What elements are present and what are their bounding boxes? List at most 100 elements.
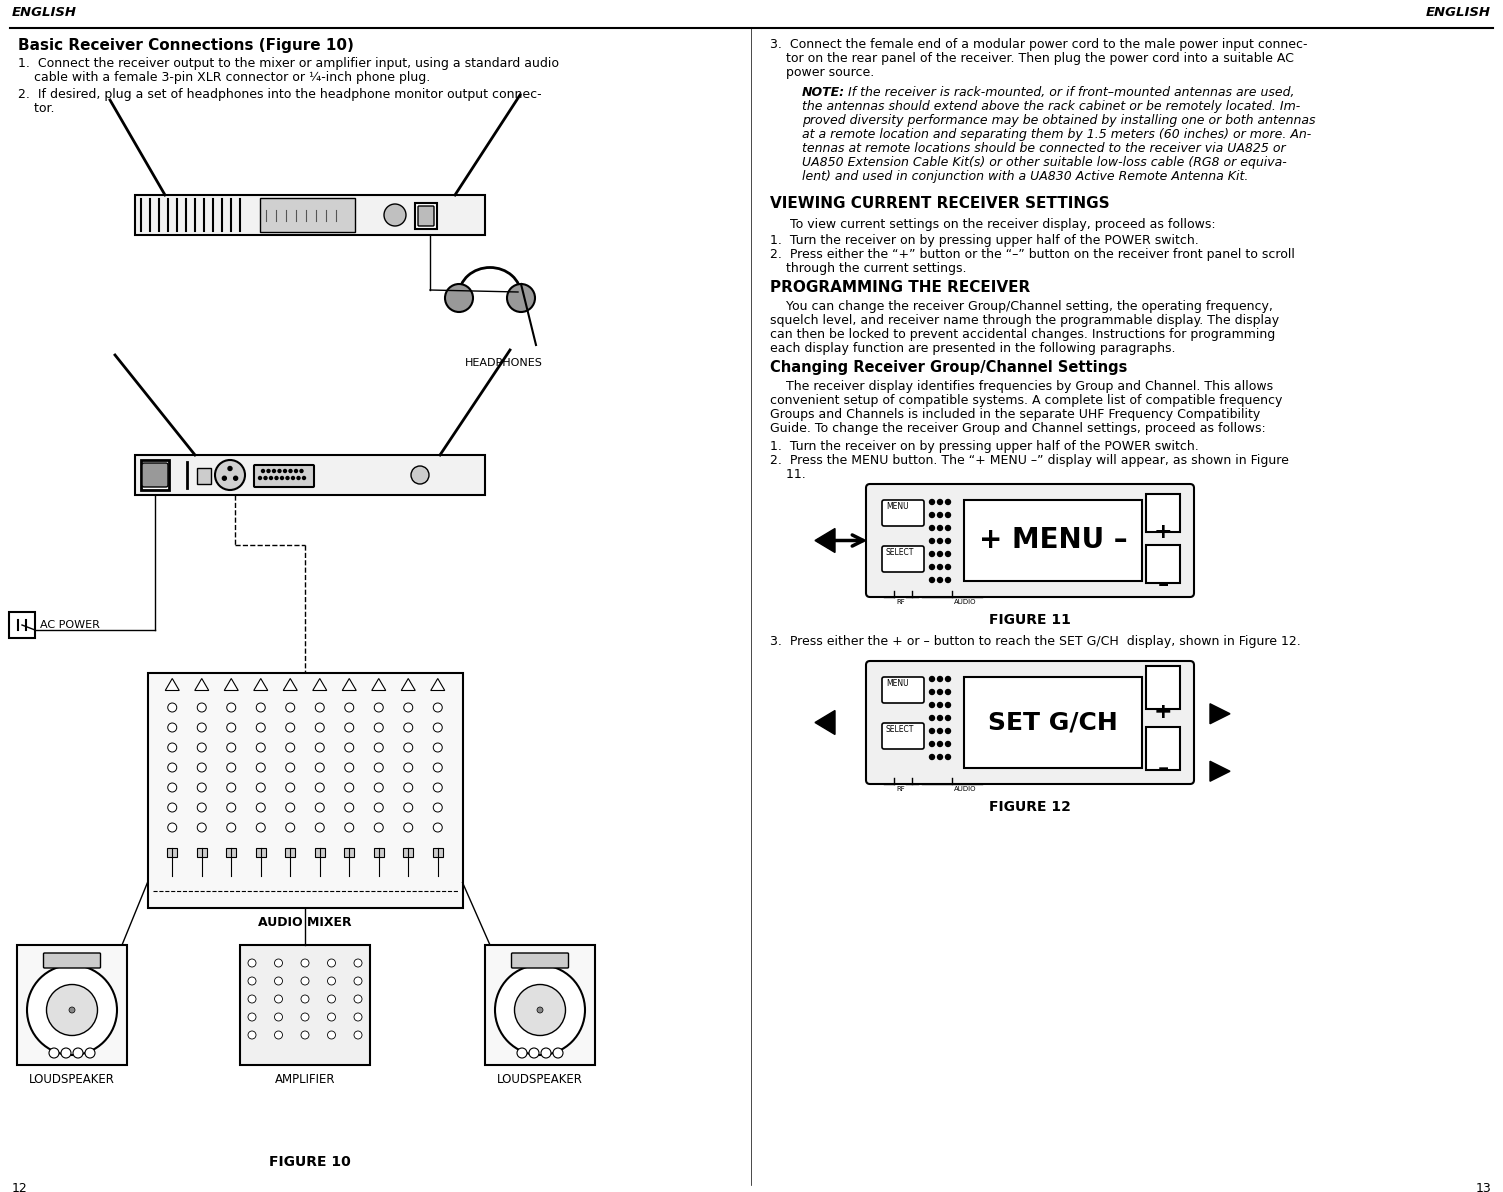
Circle shape [168, 803, 177, 812]
Circle shape [355, 960, 362, 967]
Circle shape [316, 763, 325, 772]
Polygon shape [165, 678, 179, 690]
FancyBboxPatch shape [511, 952, 568, 968]
Circle shape [404, 703, 413, 712]
Circle shape [275, 977, 283, 985]
Circle shape [945, 577, 950, 583]
Circle shape [286, 743, 295, 752]
Circle shape [938, 565, 942, 570]
Text: tor.: tor. [18, 103, 54, 114]
Circle shape [248, 977, 256, 985]
Circle shape [301, 995, 310, 1002]
Text: SELECT: SELECT [885, 548, 914, 557]
Text: –: – [1157, 759, 1169, 780]
Circle shape [344, 724, 353, 732]
Circle shape [316, 743, 325, 752]
FancyBboxPatch shape [141, 460, 168, 490]
Circle shape [256, 703, 265, 712]
Text: cable with a female 3-pin XLR connector or ¼-inch phone plug.: cable with a female 3-pin XLR connector … [18, 72, 430, 83]
Circle shape [227, 803, 236, 812]
FancyBboxPatch shape [963, 499, 1142, 581]
Circle shape [929, 741, 935, 746]
Circle shape [344, 703, 353, 712]
Text: RF: RF [896, 786, 905, 791]
FancyBboxPatch shape [963, 677, 1142, 768]
Circle shape [355, 995, 362, 1002]
Text: If the receiver is rack-mounted, or if front–mounted antennas are used,: If the receiver is rack-mounted, or if f… [845, 86, 1294, 99]
Circle shape [301, 960, 310, 967]
Text: Changing Receiver Group/Channel Settings: Changing Receiver Group/Channel Settings [770, 360, 1127, 375]
FancyBboxPatch shape [44, 952, 101, 968]
Circle shape [374, 724, 383, 732]
Circle shape [228, 466, 231, 471]
Circle shape [945, 552, 950, 557]
Circle shape [286, 724, 295, 732]
Circle shape [301, 977, 310, 985]
FancyBboxPatch shape [167, 848, 177, 857]
Polygon shape [815, 528, 836, 553]
Circle shape [256, 743, 265, 752]
FancyBboxPatch shape [17, 945, 126, 1064]
FancyBboxPatch shape [485, 945, 595, 1064]
Text: Guide. To change the receiver Group and Channel settings, proceed as follows:: Guide. To change the receiver Group and … [770, 422, 1266, 435]
Circle shape [316, 703, 325, 712]
Circle shape [529, 1048, 540, 1058]
Polygon shape [371, 678, 386, 690]
Circle shape [256, 783, 265, 791]
Circle shape [281, 477, 284, 479]
Circle shape [945, 689, 950, 695]
Circle shape [938, 689, 942, 695]
Circle shape [328, 960, 335, 967]
Text: 1.  Turn the receiver on by pressing upper half of the POWER switch.: 1. Turn the receiver on by pressing uppe… [770, 440, 1199, 453]
Text: each display function are presented in the following paragraphs.: each display function are presented in t… [770, 342, 1175, 355]
Text: convenient setup of compatible systems. A complete list of compatible frequency: convenient setup of compatible systems. … [770, 395, 1282, 406]
Text: FIGURE 11: FIGURE 11 [989, 613, 1072, 627]
Circle shape [168, 783, 177, 791]
FancyBboxPatch shape [1145, 493, 1180, 532]
Circle shape [248, 1031, 256, 1039]
Circle shape [215, 460, 245, 490]
Circle shape [316, 783, 325, 791]
Text: AUDIO MIXER: AUDIO MIXER [259, 915, 352, 929]
Text: LOUDSPEAKER: LOUDSPEAKER [497, 1073, 583, 1086]
Circle shape [316, 724, 325, 732]
Circle shape [404, 724, 413, 732]
FancyBboxPatch shape [147, 672, 463, 907]
Circle shape [47, 985, 98, 1036]
Text: –: – [1157, 575, 1169, 595]
Circle shape [404, 763, 413, 772]
FancyBboxPatch shape [254, 465, 314, 488]
Text: SELECT: SELECT [885, 725, 914, 734]
Circle shape [197, 803, 206, 812]
Circle shape [301, 1013, 310, 1022]
Text: FIGURE 12: FIGURE 12 [989, 800, 1072, 814]
Circle shape [168, 822, 177, 832]
Circle shape [259, 477, 262, 479]
Text: MENU: MENU [885, 502, 909, 511]
FancyBboxPatch shape [866, 662, 1193, 784]
Circle shape [929, 565, 935, 570]
Circle shape [374, 783, 383, 791]
Circle shape [374, 822, 383, 832]
Circle shape [929, 526, 935, 530]
Circle shape [938, 499, 942, 504]
FancyBboxPatch shape [882, 724, 924, 749]
Circle shape [275, 960, 283, 967]
Circle shape [517, 1048, 528, 1058]
Circle shape [69, 1007, 75, 1013]
Circle shape [286, 803, 295, 812]
Circle shape [256, 803, 265, 812]
Circle shape [404, 783, 413, 791]
Text: VIEWING CURRENT RECEIVER SETTINGS: VIEWING CURRENT RECEIVER SETTINGS [770, 195, 1109, 211]
Circle shape [433, 783, 442, 791]
Circle shape [938, 513, 942, 517]
Circle shape [929, 513, 935, 517]
Circle shape [938, 552, 942, 557]
Text: + MENU –: + MENU – [978, 527, 1127, 554]
Circle shape [929, 552, 935, 557]
Text: 1.  Connect the receiver output to the mixer or amplifier input, using a standar: 1. Connect the receiver output to the mi… [18, 57, 559, 70]
Circle shape [275, 995, 283, 1002]
Circle shape [275, 477, 278, 479]
Text: ENGLISH: ENGLISH [1426, 6, 1491, 19]
Circle shape [404, 803, 413, 812]
